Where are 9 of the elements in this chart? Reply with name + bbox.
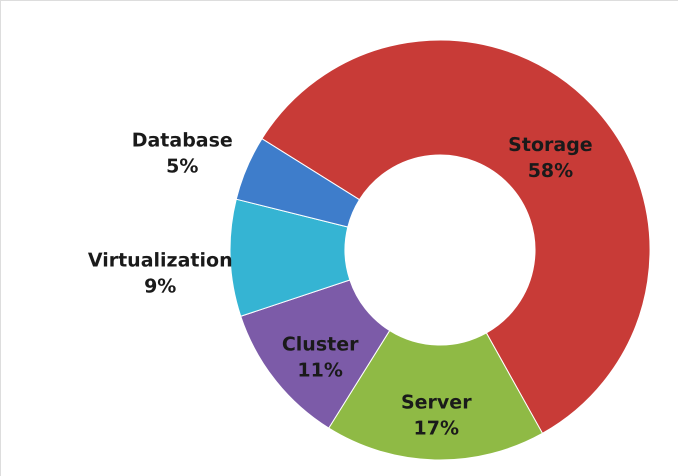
- data-label: 11%: [297, 359, 343, 382]
- slice-label: Storage: [508, 134, 593, 156]
- data-label: 58%: [528, 160, 574, 182]
- data-label: 5%: [166, 156, 198, 178]
- slice-label: Database: [132, 130, 233, 152]
- data-label: 9%: [144, 276, 176, 298]
- data-label: 17%: [414, 417, 460, 440]
- slice-label: Server: [400, 391, 472, 414]
- slice-label: Cluster: [282, 333, 360, 356]
